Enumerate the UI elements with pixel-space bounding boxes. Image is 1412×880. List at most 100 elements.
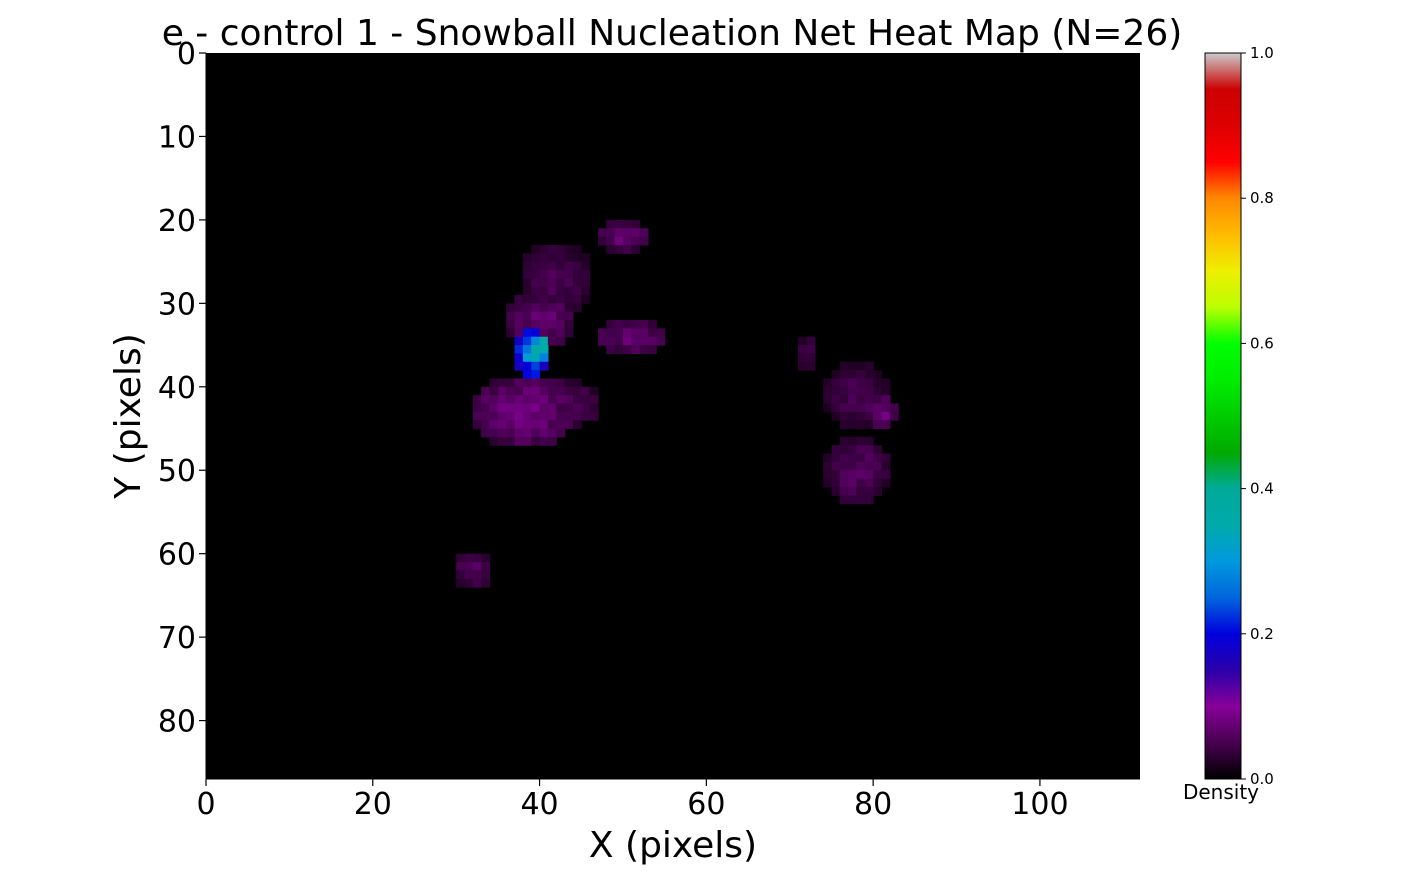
heatmap-cell — [556, 386, 566, 396]
heatmap-cell — [531, 261, 541, 271]
x-tick-label: 40 — [520, 787, 558, 822]
heatmap-cell — [522, 411, 532, 421]
heatmap-cell — [514, 428, 524, 438]
heatmap-cell — [622, 328, 632, 338]
heatmap-cell — [531, 286, 541, 296]
heatmap-cell — [547, 286, 557, 296]
heatmap-cell — [856, 386, 866, 396]
heatmap-cell — [823, 395, 833, 405]
heatmap-cell — [831, 461, 841, 471]
heatmap-cell — [873, 420, 883, 430]
heatmap-cell — [514, 320, 524, 329]
heatmap-cell — [572, 411, 582, 421]
heatmap-cell — [622, 345, 632, 355]
heatmap-cell — [881, 395, 891, 405]
heatmap-cell — [539, 395, 549, 405]
heatmap-cell — [881, 461, 891, 471]
heatmap-cell — [531, 386, 541, 396]
heatmap-cell — [614, 219, 624, 229]
heatmap-cell — [631, 328, 641, 338]
heatmap-cell — [839, 436, 849, 446]
heatmap-cell — [564, 395, 574, 405]
x-axis-label: X (pixels) — [589, 825, 757, 866]
heatmap-cell — [597, 236, 607, 246]
colorbar-tick-label: 0.2 — [1250, 625, 1274, 643]
heatmap-cell — [514, 295, 524, 304]
heatmap-cell — [539, 295, 549, 304]
heatmap-cell — [547, 261, 557, 271]
heatmap-cell — [497, 428, 507, 438]
heatmap-cell — [522, 420, 532, 430]
heatmap-cell — [856, 361, 866, 371]
heatmap-cell — [497, 411, 507, 421]
heatmap-cell — [864, 461, 874, 471]
heatmap-cell — [456, 578, 466, 588]
heatmap-cell — [464, 562, 474, 571]
heatmap-cell — [522, 386, 532, 396]
heatmap-cell — [514, 345, 524, 355]
heatmap-cell — [539, 345, 549, 355]
heatmap-cell — [889, 411, 899, 421]
heatmap-cell — [856, 486, 866, 496]
heatmap-cell — [873, 411, 883, 421]
heatmap-cell — [514, 403, 524, 413]
heatmap-cell — [581, 278, 591, 288]
heatmap-cell — [472, 403, 482, 413]
heatmap-cell — [522, 403, 532, 413]
heatmap-cell — [864, 370, 874, 380]
heatmap-cell — [514, 336, 524, 346]
heatmap-cell — [547, 269, 557, 279]
heatmap-cell — [873, 461, 883, 471]
heatmap-cell — [581, 295, 591, 304]
heatmap-cell — [481, 562, 491, 571]
heatmap-cell — [522, 353, 532, 363]
heatmap-cell — [839, 461, 849, 471]
heatmap-cell — [823, 386, 833, 396]
heatmap-cell — [531, 336, 541, 346]
heatmap-cell — [606, 320, 616, 329]
heatmap-cell — [547, 378, 557, 388]
heatmap-cell — [581, 411, 591, 421]
heatmap-cell — [547, 395, 557, 405]
heatmap-cell — [506, 411, 516, 421]
heatmap-cell — [539, 336, 549, 346]
heatmap-plot-area — [206, 53, 1140, 779]
heatmap-cell — [547, 403, 557, 413]
heatmap-cell — [889, 403, 899, 413]
heatmap-cell — [522, 395, 532, 405]
heatmap-cell — [547, 336, 557, 346]
heatmap-cell — [839, 478, 849, 488]
heatmap-cell — [848, 420, 858, 430]
heatmap-cell — [556, 311, 566, 321]
heatmap-cell — [622, 320, 632, 329]
heatmap-cell — [864, 386, 874, 396]
heatmap-cell — [823, 461, 833, 471]
heatmap-cell — [506, 420, 516, 430]
heatmap-cell — [831, 486, 841, 496]
colorbar-label: Density — [1183, 780, 1259, 804]
y-tick-label: 20 — [158, 204, 196, 239]
heatmap-cell — [631, 320, 641, 329]
heatmap-cell — [497, 420, 507, 430]
heatmap-cell — [506, 303, 516, 313]
heatmap-cell — [839, 378, 849, 388]
heatmap-cell — [881, 411, 891, 421]
heatmap-cell — [839, 361, 849, 371]
heatmap-cell — [497, 436, 507, 446]
heatmap-cell — [464, 553, 474, 563]
heatmap-cell — [606, 328, 616, 338]
heatmap-cell — [581, 395, 591, 405]
heatmap-cell — [489, 436, 499, 446]
heatmap-cell — [581, 286, 591, 296]
heatmap-cell — [514, 395, 524, 405]
heatmap-cell — [556, 336, 566, 346]
heatmap-cell — [572, 403, 582, 413]
heatmap-cell — [539, 411, 549, 421]
heatmap-cell — [864, 495, 874, 505]
heatmap-cell — [481, 428, 491, 438]
heatmap-cell — [839, 420, 849, 430]
heatmap-cell — [547, 320, 557, 329]
heatmap-cell — [547, 420, 557, 430]
heatmap-cell — [522, 286, 532, 296]
heatmap-cell — [864, 470, 874, 480]
